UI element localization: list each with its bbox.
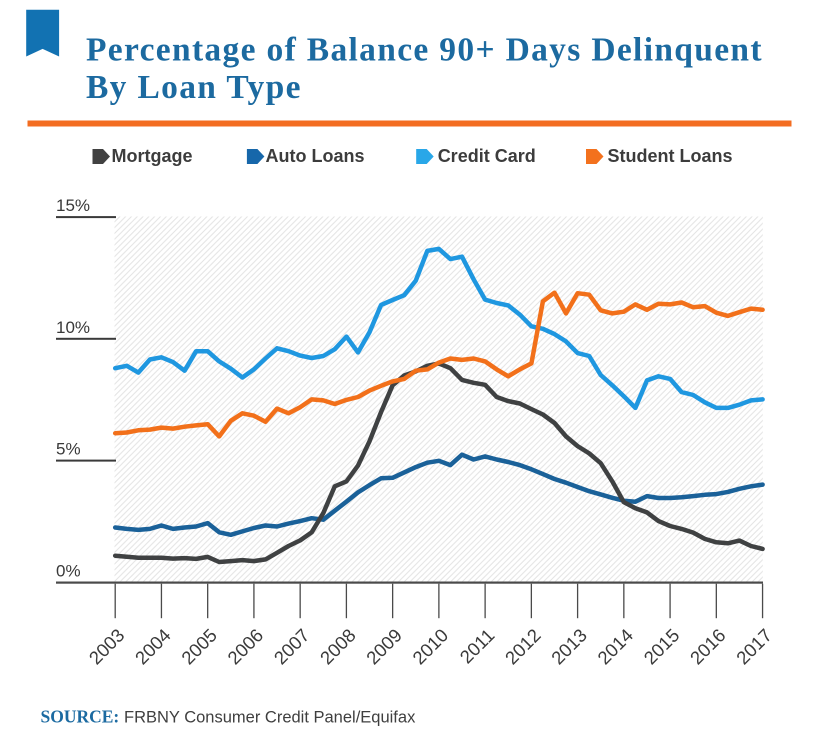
svg-text:Credit Card: Credit Card bbox=[438, 146, 536, 166]
svg-text:FRBNY Consumer Credit Panel/Eq: FRBNY Consumer Credit Panel/Equifax bbox=[124, 709, 416, 727]
svg-text:Mortgage: Mortgage bbox=[112, 146, 193, 166]
svg-text:Percentage of Balance 90+ Days: Percentage of Balance 90+ Days Delinquen… bbox=[86, 32, 763, 69]
svg-text:By Loan Type: By Loan Type bbox=[86, 69, 302, 106]
svg-text:10%: 10% bbox=[56, 318, 90, 337]
svg-text:15%: 15% bbox=[56, 196, 90, 215]
svg-text:0%: 0% bbox=[56, 561, 81, 580]
svg-text:Auto Loans: Auto Loans bbox=[266, 146, 365, 166]
svg-text:Student Loans: Student Loans bbox=[608, 146, 733, 166]
svg-text:5%: 5% bbox=[56, 440, 81, 459]
svg-text:SOURCE:: SOURCE: bbox=[41, 707, 120, 727]
